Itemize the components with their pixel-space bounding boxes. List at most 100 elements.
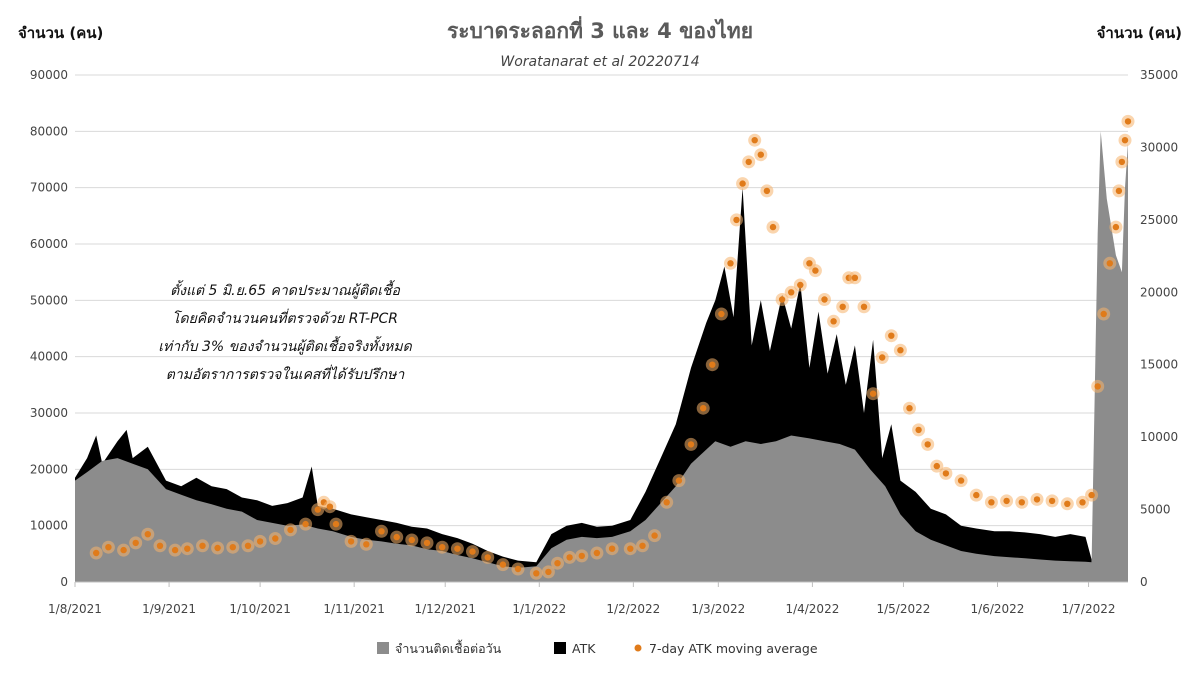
series-layer bbox=[75, 114, 1135, 583]
ma-point bbox=[363, 541, 370, 548]
y-left-tick-label: 10000 bbox=[30, 519, 68, 533]
ma-point bbox=[378, 528, 385, 535]
ma-point bbox=[788, 289, 795, 296]
x-tick-label: 1/5/2022 bbox=[876, 602, 930, 616]
ma-point bbox=[869, 390, 877, 397]
ma-point bbox=[733, 216, 740, 224]
ma-point bbox=[171, 546, 179, 554]
ma-point bbox=[272, 535, 279, 542]
ma-point bbox=[302, 520, 309, 528]
annotation-line-1: ตั้งแต่ 5 มิ.ย.65 คาดประมาณผู้ติดเชื้อ bbox=[170, 280, 400, 299]
ma-point bbox=[593, 549, 601, 557]
y-axis-left: 0 10000 20000 30000 40000 50000 60000 70000 8000… bbox=[30, 68, 68, 589]
ma-point bbox=[1064, 500, 1071, 507]
ma-point bbox=[1003, 497, 1010, 505]
legend: จำนวนติดเชื้อต่อวัน ATK 7-day ATK moving… bbox=[377, 639, 818, 656]
legend-swatch-ma bbox=[634, 644, 642, 652]
ma-point bbox=[1118, 158, 1126, 166]
ma-point bbox=[812, 267, 819, 274]
legend-swatch-daily bbox=[377, 642, 389, 654]
ma-point bbox=[821, 296, 828, 303]
legend-label-atk: ATK bbox=[572, 641, 596, 656]
ma-point bbox=[93, 549, 100, 557]
ma-point bbox=[727, 260, 734, 267]
ma-point bbox=[663, 499, 670, 506]
y-axis-right-title: จำนวน (คน) bbox=[1097, 24, 1182, 42]
ma-point bbox=[906, 405, 913, 412]
ma-point bbox=[924, 441, 931, 448]
annotation-line-2: โดยคิดจำนวนคนที่ตรวจด้วย RT-PCR bbox=[172, 308, 398, 327]
ma-point bbox=[105, 544, 112, 551]
y-right-tick-label: 0 bbox=[1140, 575, 1148, 589]
ma-point bbox=[1094, 383, 1101, 390]
annotation-line-4: ตามอัตราการตรวจในเคสที่ได้รับปรึกษา bbox=[166, 364, 406, 383]
ma-point bbox=[988, 499, 995, 506]
ma-point bbox=[229, 544, 236, 551]
ma-point bbox=[797, 281, 804, 289]
y-left-tick-label: 20000 bbox=[30, 462, 68, 476]
legend-swatch-atk bbox=[554, 642, 566, 654]
x-tick-label: 1/2/2022 bbox=[606, 602, 660, 616]
legend-label-ma: 7-day ATK moving average bbox=[649, 641, 818, 656]
ma-point bbox=[933, 462, 940, 470]
annotation-line-3: เท่ากับ 3% ของจำนวนผู้ติดเชื้อจริงทั้งหม… bbox=[158, 336, 412, 355]
ma-point bbox=[739, 180, 746, 187]
y-right-tick-label: 5000 bbox=[1140, 503, 1171, 517]
ma-point bbox=[709, 361, 716, 368]
ma-point bbox=[1112, 223, 1120, 231]
ma-point bbox=[806, 260, 813, 267]
y-right-tick-label: 10000 bbox=[1140, 430, 1178, 444]
ma-point bbox=[499, 561, 507, 568]
ma-point bbox=[1048, 497, 1056, 505]
series-area-daily-cases bbox=[75, 131, 1128, 583]
x-tick-label: 1/1/2022 bbox=[512, 602, 566, 616]
ma-point bbox=[1100, 310, 1107, 318]
ma-point bbox=[347, 538, 355, 545]
ma-point bbox=[578, 552, 585, 560]
ma-point bbox=[545, 568, 552, 576]
ma-point bbox=[484, 554, 491, 561]
chart-subtitle: Woratanarat et al 20220714 bbox=[500, 54, 699, 70]
ma-point bbox=[1121, 137, 1129, 144]
y-left-tick-label: 70000 bbox=[30, 181, 68, 195]
ma-point bbox=[1018, 499, 1025, 506]
ma-point bbox=[888, 332, 895, 339]
x-tick-label: 1/3/2022 bbox=[691, 602, 745, 616]
ma-point bbox=[469, 548, 476, 555]
ma-point bbox=[1079, 499, 1086, 506]
ma-point bbox=[199, 542, 206, 549]
chart-title: ระบาดระลอกที่ 3 และ 4 ของไทย bbox=[447, 15, 753, 43]
ma-point bbox=[287, 526, 294, 534]
ma-point bbox=[675, 477, 683, 484]
ma-point bbox=[1033, 496, 1041, 503]
ma-point bbox=[132, 539, 139, 547]
legend-label-daily: จำนวนติดเชื้อต่อวัน bbox=[395, 639, 502, 656]
ma-point bbox=[393, 533, 400, 541]
ma-point bbox=[957, 477, 965, 484]
ma-point bbox=[763, 187, 771, 195]
ma-point bbox=[326, 503, 334, 510]
ma-point bbox=[751, 137, 758, 144]
ma-point bbox=[423, 539, 431, 547]
ma-point bbox=[860, 303, 868, 310]
y-left-tick-label: 0 bbox=[60, 575, 68, 589]
ma-point bbox=[244, 542, 252, 549]
y-left-tick-label: 30000 bbox=[30, 406, 68, 420]
y-left-tick-label: 80000 bbox=[30, 124, 68, 138]
y-right-tick-label: 20000 bbox=[1140, 285, 1178, 299]
ma-point bbox=[627, 545, 634, 552]
ma-point bbox=[745, 158, 752, 166]
ma-point bbox=[879, 354, 886, 361]
y-left-tick-label: 90000 bbox=[30, 68, 68, 82]
ma-point bbox=[942, 470, 950, 477]
y-left-tick-label: 60000 bbox=[30, 237, 68, 251]
ma-point bbox=[408, 536, 415, 544]
ma-point bbox=[769, 223, 777, 231]
ma-point bbox=[554, 560, 561, 567]
ma-point bbox=[1115, 187, 1123, 195]
ma-point bbox=[144, 531, 151, 538]
ma-point bbox=[514, 565, 522, 573]
x-tick-label: 1/7/2022 bbox=[1062, 602, 1116, 616]
ma-point bbox=[915, 426, 922, 434]
x-tick-label: 1/8/2021 bbox=[48, 602, 102, 616]
